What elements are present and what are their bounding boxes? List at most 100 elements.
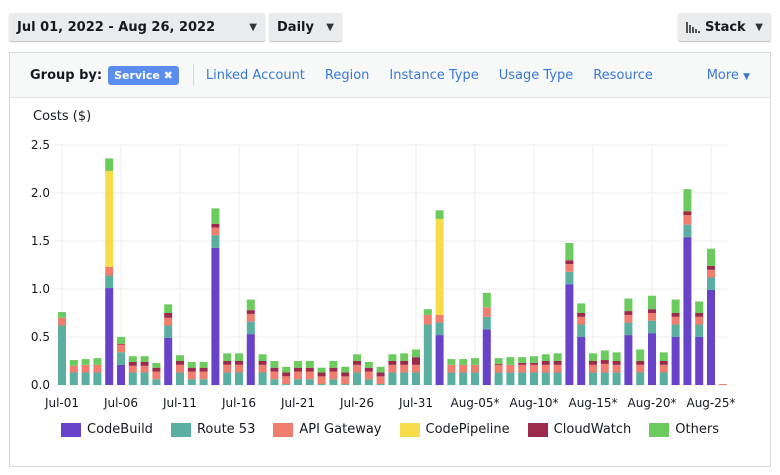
caret-down-icon: ▼ xyxy=(326,21,334,33)
bar-segment-others xyxy=(695,301,704,313)
legend-label: Route 53 xyxy=(196,422,256,437)
bar-segment-api-gateway xyxy=(683,215,692,225)
x-tick-label: Jul-06 xyxy=(103,396,138,410)
legend-item[interactable]: Route 53 xyxy=(170,422,256,437)
bar-segment-route-53 xyxy=(128,372,137,385)
bar-segment-cloudwatch xyxy=(152,367,161,372)
bar-segment-api-gateway xyxy=(329,371,338,380)
bar-segment-route-53 xyxy=(471,372,479,385)
bar-segment-route-53 xyxy=(187,379,196,385)
group-by-usage-type[interactable]: Usage Type xyxy=(498,67,574,83)
bar-segment-cloudwatch xyxy=(246,310,255,314)
bar-segment-others xyxy=(270,361,279,368)
x-tick-label: Jul-31 xyxy=(398,396,433,410)
group-by-linked-account[interactable]: Linked Account xyxy=(205,67,305,83)
bar-segment-cloudwatch xyxy=(282,372,291,377)
bar-segment-codebuild xyxy=(695,337,704,385)
bar-segment-codebuild xyxy=(707,289,715,385)
bar-segment-route-53 xyxy=(648,320,656,334)
bar-segment-api-gateway xyxy=(294,371,302,380)
close-icon[interactable]: ✖ xyxy=(163,68,173,82)
bar-segment-cloudwatch xyxy=(164,313,173,318)
bar-segment-api-gateway xyxy=(600,363,609,373)
legend-swatch xyxy=(61,422,82,437)
bar-segment-route-53 xyxy=(530,372,538,385)
legend-item[interactable]: CloudWatch xyxy=(527,422,632,437)
date-range-picker[interactable]: Jul 01, 2022 - Aug 26, 2022 ▼ xyxy=(9,13,265,41)
chart-panel: Group by: Service ✖ Linked Account Regio… xyxy=(9,52,771,467)
bar-segment-api-gateway xyxy=(671,316,680,325)
y-tick-label: 2.5 xyxy=(31,138,50,152)
y-tick-label: 0.5 xyxy=(31,330,50,344)
bar-segment-route-53 xyxy=(223,372,232,385)
legend-item[interactable]: CodeBuild xyxy=(61,422,153,437)
legend-label: CodePipeline xyxy=(425,422,510,437)
legend-item[interactable]: Others xyxy=(649,422,719,437)
bar-segment-api-gateway xyxy=(518,364,527,373)
group-by-label: Group by: xyxy=(30,67,103,83)
bar-segment-api-gateway xyxy=(471,364,479,373)
bar-segment-others xyxy=(128,356,137,362)
bar-segment-others xyxy=(600,350,609,361)
bar-segment-route-53 xyxy=(683,224,692,238)
bar-segment-route-53 xyxy=(553,372,562,385)
bar-segment-cloudwatch xyxy=(353,361,361,365)
bar-segment-others xyxy=(187,361,196,368)
bar-segment-cloudwatch xyxy=(317,372,326,377)
group-by-region[interactable]: Region xyxy=(324,67,370,83)
bar-segment-cloudwatch xyxy=(577,313,586,317)
bar-segment-cloudwatch xyxy=(648,309,656,313)
x-tick-label: Jul-21 xyxy=(280,396,315,410)
legend-item[interactable]: API Gateway xyxy=(273,422,382,437)
chart-style-value: Stack xyxy=(705,19,746,35)
bar-segment-api-gateway xyxy=(459,364,468,373)
chip-label: Service xyxy=(114,68,160,82)
bar-segment-others xyxy=(624,298,633,312)
x-tick-label: Aug-15* xyxy=(568,396,617,410)
bar-segment-cloudwatch xyxy=(140,361,149,366)
bar-segment-others xyxy=(494,358,503,364)
bar-segment-route-53 xyxy=(176,372,184,385)
bar-segment-others xyxy=(364,361,373,368)
bar-segment-cloudwatch xyxy=(117,343,125,345)
bar-segment-api-gateway xyxy=(565,264,574,272)
bar-segment-api-gateway xyxy=(187,371,196,380)
granularity-select[interactable]: Daily ▼ xyxy=(269,13,342,41)
bar-segment-others xyxy=(612,352,621,361)
bar-segment-route-53 xyxy=(317,384,326,385)
bar-segment-api-gateway xyxy=(282,376,291,385)
bar-segment-api-gateway xyxy=(435,314,444,323)
bar-segment-api-gateway xyxy=(695,316,704,325)
legend-swatch xyxy=(273,422,294,437)
bar-segment-others xyxy=(577,303,586,313)
bar-segment-cloudwatch xyxy=(187,367,196,372)
bar-segment-api-gateway xyxy=(117,344,125,353)
bar-segment-codepipeline xyxy=(435,218,444,315)
bar-segment-others xyxy=(506,357,515,365)
bar-segment-others xyxy=(565,242,574,261)
more-label: More xyxy=(706,67,739,83)
bar-segment-codebuild xyxy=(648,333,656,385)
bar-segment-cloudwatch xyxy=(589,361,597,365)
group-by-more[interactable]: More ▼ xyxy=(707,68,750,83)
bar-segment-cloudwatch xyxy=(683,211,692,216)
bar-segment-cloudwatch xyxy=(388,361,397,365)
bar-segment-api-gateway xyxy=(388,364,397,373)
bar-segment-api-gateway xyxy=(447,364,456,373)
y-axis-label: Costs ($) xyxy=(33,109,92,124)
bar-segment-api-gateway xyxy=(707,269,715,278)
y-tick-label: 1.0 xyxy=(31,282,50,296)
x-tick-label: Aug-25* xyxy=(686,396,735,410)
legend-item[interactable]: CodePipeline xyxy=(399,422,510,437)
chart-style-select[interactable]: Stack ▼ xyxy=(678,13,771,41)
group-by-instance-type[interactable]: Instance Type xyxy=(389,67,479,83)
bar-segment-route-53 xyxy=(435,322,444,336)
bar-segment-api-gateway xyxy=(341,376,350,385)
bar-segment-others xyxy=(435,210,444,219)
group-by-resource[interactable]: Resource xyxy=(593,67,653,83)
bar-segment-route-53 xyxy=(140,372,149,385)
bar-segment-others xyxy=(199,361,208,368)
legend-label: CloudWatch xyxy=(553,422,632,437)
y-tick-label: 1.5 xyxy=(31,234,50,248)
group-by-service-chip[interactable]: Service ✖ xyxy=(108,65,179,85)
